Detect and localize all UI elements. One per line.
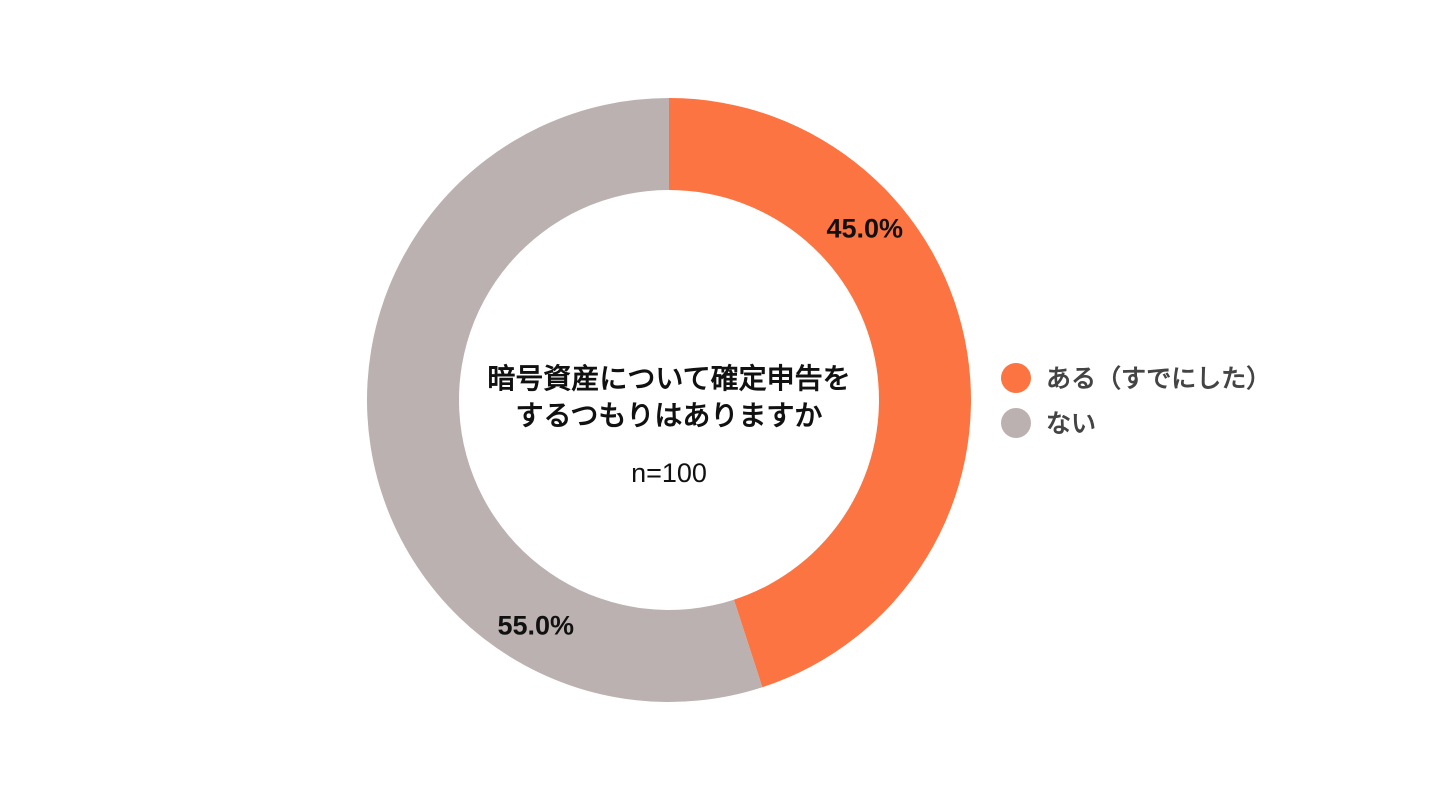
legend-marker-0 <box>1001 363 1031 393</box>
center-title-line-2: するつもりはありますか <box>516 399 823 432</box>
legend: ある（すでにした） ない <box>1001 363 1271 438</box>
donut-slice-0 <box>669 98 972 688</box>
legend-marker-1 <box>1001 408 1031 438</box>
sample-size-label: n=100 <box>631 458 707 488</box>
legend-label-1: ない <box>1046 409 1096 438</box>
slice-value-label-0: 45.0% <box>826 213 903 243</box>
legend-label-0: ある（すでにした） <box>1046 364 1271 393</box>
donut-slices <box>367 98 972 702</box>
slice-value-label-1: 55.0% <box>497 610 574 640</box>
center-title-line-1: 暗号資産について確定申告を <box>487 362 850 395</box>
donut-slice-1 <box>367 98 763 702</box>
slice-labels: 45.0% 55.0% <box>497 213 903 640</box>
